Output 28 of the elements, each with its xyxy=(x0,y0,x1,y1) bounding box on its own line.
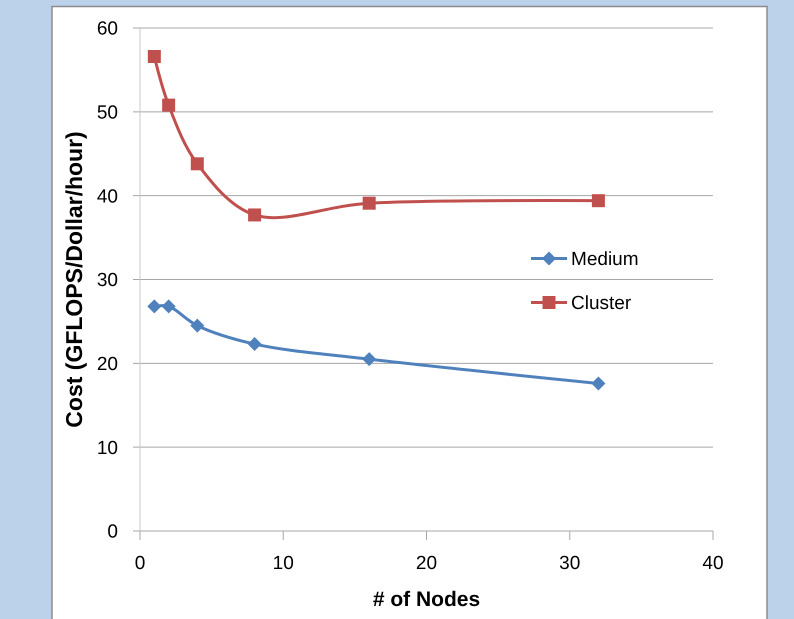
point xyxy=(190,157,204,170)
x-tick-label: 40 xyxy=(702,553,724,574)
legend-label: Medium xyxy=(571,249,639,270)
point xyxy=(148,50,161,64)
point xyxy=(162,98,176,112)
point xyxy=(591,376,606,390)
y-tick-label: 0 xyxy=(107,522,118,543)
x-tick-label: 10 xyxy=(272,553,294,574)
point xyxy=(248,337,262,352)
y-tick-label: 50 xyxy=(96,102,118,124)
y-tick-label: 30 xyxy=(96,270,118,292)
legend-label: Cluster xyxy=(571,293,632,314)
x-tick-label: 30 xyxy=(559,553,580,574)
y-tick-label: 20 xyxy=(96,354,118,375)
y-axis-title: Cost (GFLOPS/Dollar/hour) xyxy=(61,131,87,428)
x-tick-label: 0 xyxy=(134,553,146,574)
point xyxy=(362,352,376,366)
x-axis-title: # of Nodes xyxy=(372,588,480,611)
point xyxy=(248,208,262,222)
y-tick-label: 60 xyxy=(96,18,118,40)
point xyxy=(362,196,376,210)
y-tick-label: 40 xyxy=(96,186,118,208)
point xyxy=(190,318,204,333)
y-tick-label: 10 xyxy=(96,438,118,459)
point xyxy=(147,299,162,314)
x-tick-label: 20 xyxy=(416,553,438,574)
point xyxy=(592,194,605,208)
point xyxy=(162,299,176,314)
